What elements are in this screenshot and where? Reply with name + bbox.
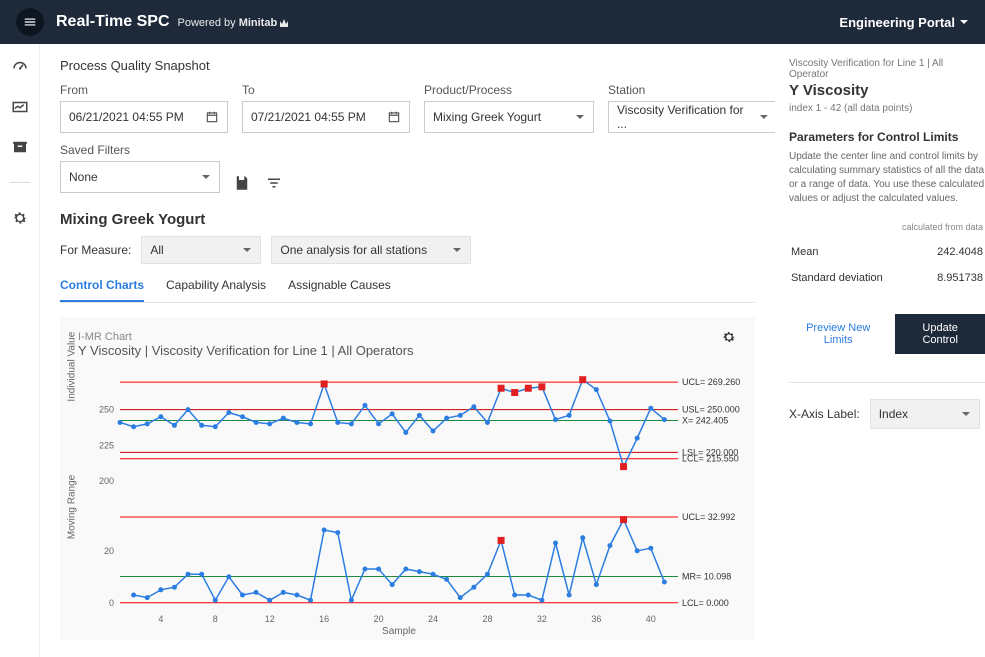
y-axis-label-bottom: Moving Range xyxy=(67,475,78,539)
nav-archive-icon[interactable] xyxy=(11,138,29,156)
snapshot-title: Process Quality Snapshot xyxy=(60,58,755,73)
svg-text:225: 225 xyxy=(99,440,114,450)
svg-text:24: 24 xyxy=(428,614,438,624)
individuals-chart: UCL= 269.260USL= 250.000X= 242.405LSL= 2… xyxy=(78,366,758,496)
from-date-input[interactable]: 06/21/2021 04:55 PM xyxy=(60,101,228,133)
svg-text:0: 0 xyxy=(109,598,114,608)
svg-text:MR= 10.098: MR= 10.098 xyxy=(682,572,731,582)
gear-icon xyxy=(721,329,737,345)
nav-chart-icon[interactable] xyxy=(11,98,29,116)
product-select[interactable]: Mixing Greek Yogurt xyxy=(424,101,594,133)
chevron-down-icon xyxy=(575,112,585,122)
svg-text:36: 36 xyxy=(591,614,601,624)
update-limits-button[interactable]: Update Control xyxy=(895,314,985,354)
mean-label: Mean xyxy=(791,240,892,264)
chevron-down-icon xyxy=(452,245,462,255)
svg-text:20: 20 xyxy=(374,614,384,624)
to-date-input[interactable]: 07/21/2021 04:55 PM xyxy=(242,101,410,133)
params-desc: Update the center line and control limit… xyxy=(789,150,985,206)
sd-value: 8.951738 xyxy=(894,266,983,290)
svg-text:UCL= 32.992: UCL= 32.992 xyxy=(682,512,735,522)
calendar-icon xyxy=(387,110,401,124)
brand-title: Real-Time SPC xyxy=(56,13,170,31)
filter-icon xyxy=(265,174,283,192)
from-label: From xyxy=(60,83,228,97)
analysis-select[interactable]: One analysis for all stations xyxy=(271,236,471,264)
left-nav xyxy=(0,44,40,657)
chevron-down-icon xyxy=(959,17,969,27)
chart-settings-button[interactable] xyxy=(721,329,737,350)
svg-text:28: 28 xyxy=(482,614,492,624)
params-heading: Parameters for Control Limits xyxy=(789,130,985,144)
to-label: To xyxy=(242,83,410,97)
product-label: Product/Process xyxy=(424,83,594,97)
tab-assignable[interactable]: Assignable Causes xyxy=(288,278,391,302)
tab-control-charts[interactable]: Control Charts xyxy=(60,278,144,302)
preview-limits-button[interactable]: Preview New Limits xyxy=(789,314,887,354)
minitab-logo-icon xyxy=(279,18,289,28)
saved-filters-label: Saved Filters xyxy=(60,143,220,157)
chart-title: Y Viscosity | Viscosity Verification for… xyxy=(78,343,737,358)
svg-text:40: 40 xyxy=(646,614,656,624)
chevron-down-icon xyxy=(759,112,769,122)
stat-table: calculated from data Mean242.4048 Standa… xyxy=(789,220,985,292)
sd-label: Standard deviation xyxy=(791,266,892,290)
mean-value: 242.4048 xyxy=(894,240,983,264)
chevron-down-icon xyxy=(961,409,971,419)
chart-card: I-MR Chart Y Viscosity | Viscosity Verif… xyxy=(60,317,755,640)
side-index: index 1 - 42 (all data points) xyxy=(789,103,985,114)
y-axis-label-top: Individual Value xyxy=(67,332,78,402)
svg-text:LCL= 0.000: LCL= 0.000 xyxy=(682,598,729,608)
save-filter-button[interactable] xyxy=(232,173,252,193)
svg-text:16: 16 xyxy=(319,614,329,624)
tabs: Control Charts Capability Analysis Assig… xyxy=(60,278,755,303)
nav-gauge-icon[interactable] xyxy=(11,58,29,76)
chevron-down-icon xyxy=(242,245,252,255)
chevron-down-icon xyxy=(201,172,211,182)
filters-row: From 06/21/2021 04:55 PM To 07/21/2021 0… xyxy=(60,83,755,133)
nav-divider xyxy=(10,182,30,183)
filter-list-button[interactable] xyxy=(264,173,284,193)
powered-by: Powered by Minitab xyxy=(178,17,290,29)
tab-capability[interactable]: Capability Analysis xyxy=(166,278,266,302)
save-icon xyxy=(233,174,251,192)
xaxis-label: X-Axis Label: xyxy=(789,407,860,421)
svg-text:Sample: Sample xyxy=(382,626,416,636)
svg-text:200: 200 xyxy=(99,476,114,486)
product-title: Mixing Greek Yogurt xyxy=(60,211,755,228)
side-title: Y Viscosity xyxy=(789,82,985,99)
menu-button[interactable] xyxy=(16,8,44,36)
svg-text:4: 4 xyxy=(158,614,163,624)
hamburger-icon xyxy=(23,15,37,29)
side-panel: Viscosity Verification for Line 1 | All … xyxy=(775,44,985,657)
svg-text:USL= 250.000: USL= 250.000 xyxy=(682,405,740,415)
calendar-icon xyxy=(205,110,219,124)
svg-text:UCL= 269.260: UCL= 269.260 xyxy=(682,377,740,387)
measure-label: For Measure: xyxy=(60,243,131,257)
side-crumb: Viscosity Verification for Line 1 | All … xyxy=(789,58,985,80)
chart-subtitle: I-MR Chart xyxy=(78,331,737,343)
moving-range-chart: UCL= 32.992 MR= 10.098 LCL= 0.000 0 20 4 8 12 16… xyxy=(78,496,758,636)
portal-dropdown[interactable]: Engineering Portal xyxy=(839,15,969,30)
svg-text:12: 12 xyxy=(265,614,275,624)
svg-text:20: 20 xyxy=(104,546,114,556)
calc-col-header: calculated from data xyxy=(894,222,983,238)
saved-filters-select[interactable]: None xyxy=(60,161,220,193)
svg-text:X= 242.405: X= 242.405 xyxy=(682,415,728,425)
nav-settings-icon[interactable] xyxy=(11,209,29,227)
topbar: Real-Time SPC Powered by Minitab Enginee… xyxy=(0,0,985,44)
measure-select[interactable]: All xyxy=(141,236,261,264)
svg-text:8: 8 xyxy=(213,614,218,624)
station-label: Station xyxy=(608,83,775,97)
svg-text:LCL= 215.550: LCL= 215.550 xyxy=(682,454,739,464)
svg-text:32: 32 xyxy=(537,614,547,624)
brand: Real-Time SPC Powered by Minitab xyxy=(56,13,289,31)
svg-text:250: 250 xyxy=(99,405,114,415)
xaxis-select[interactable]: Index xyxy=(870,399,980,429)
station-select[interactable]: Viscosity Verification for ... xyxy=(608,101,775,133)
